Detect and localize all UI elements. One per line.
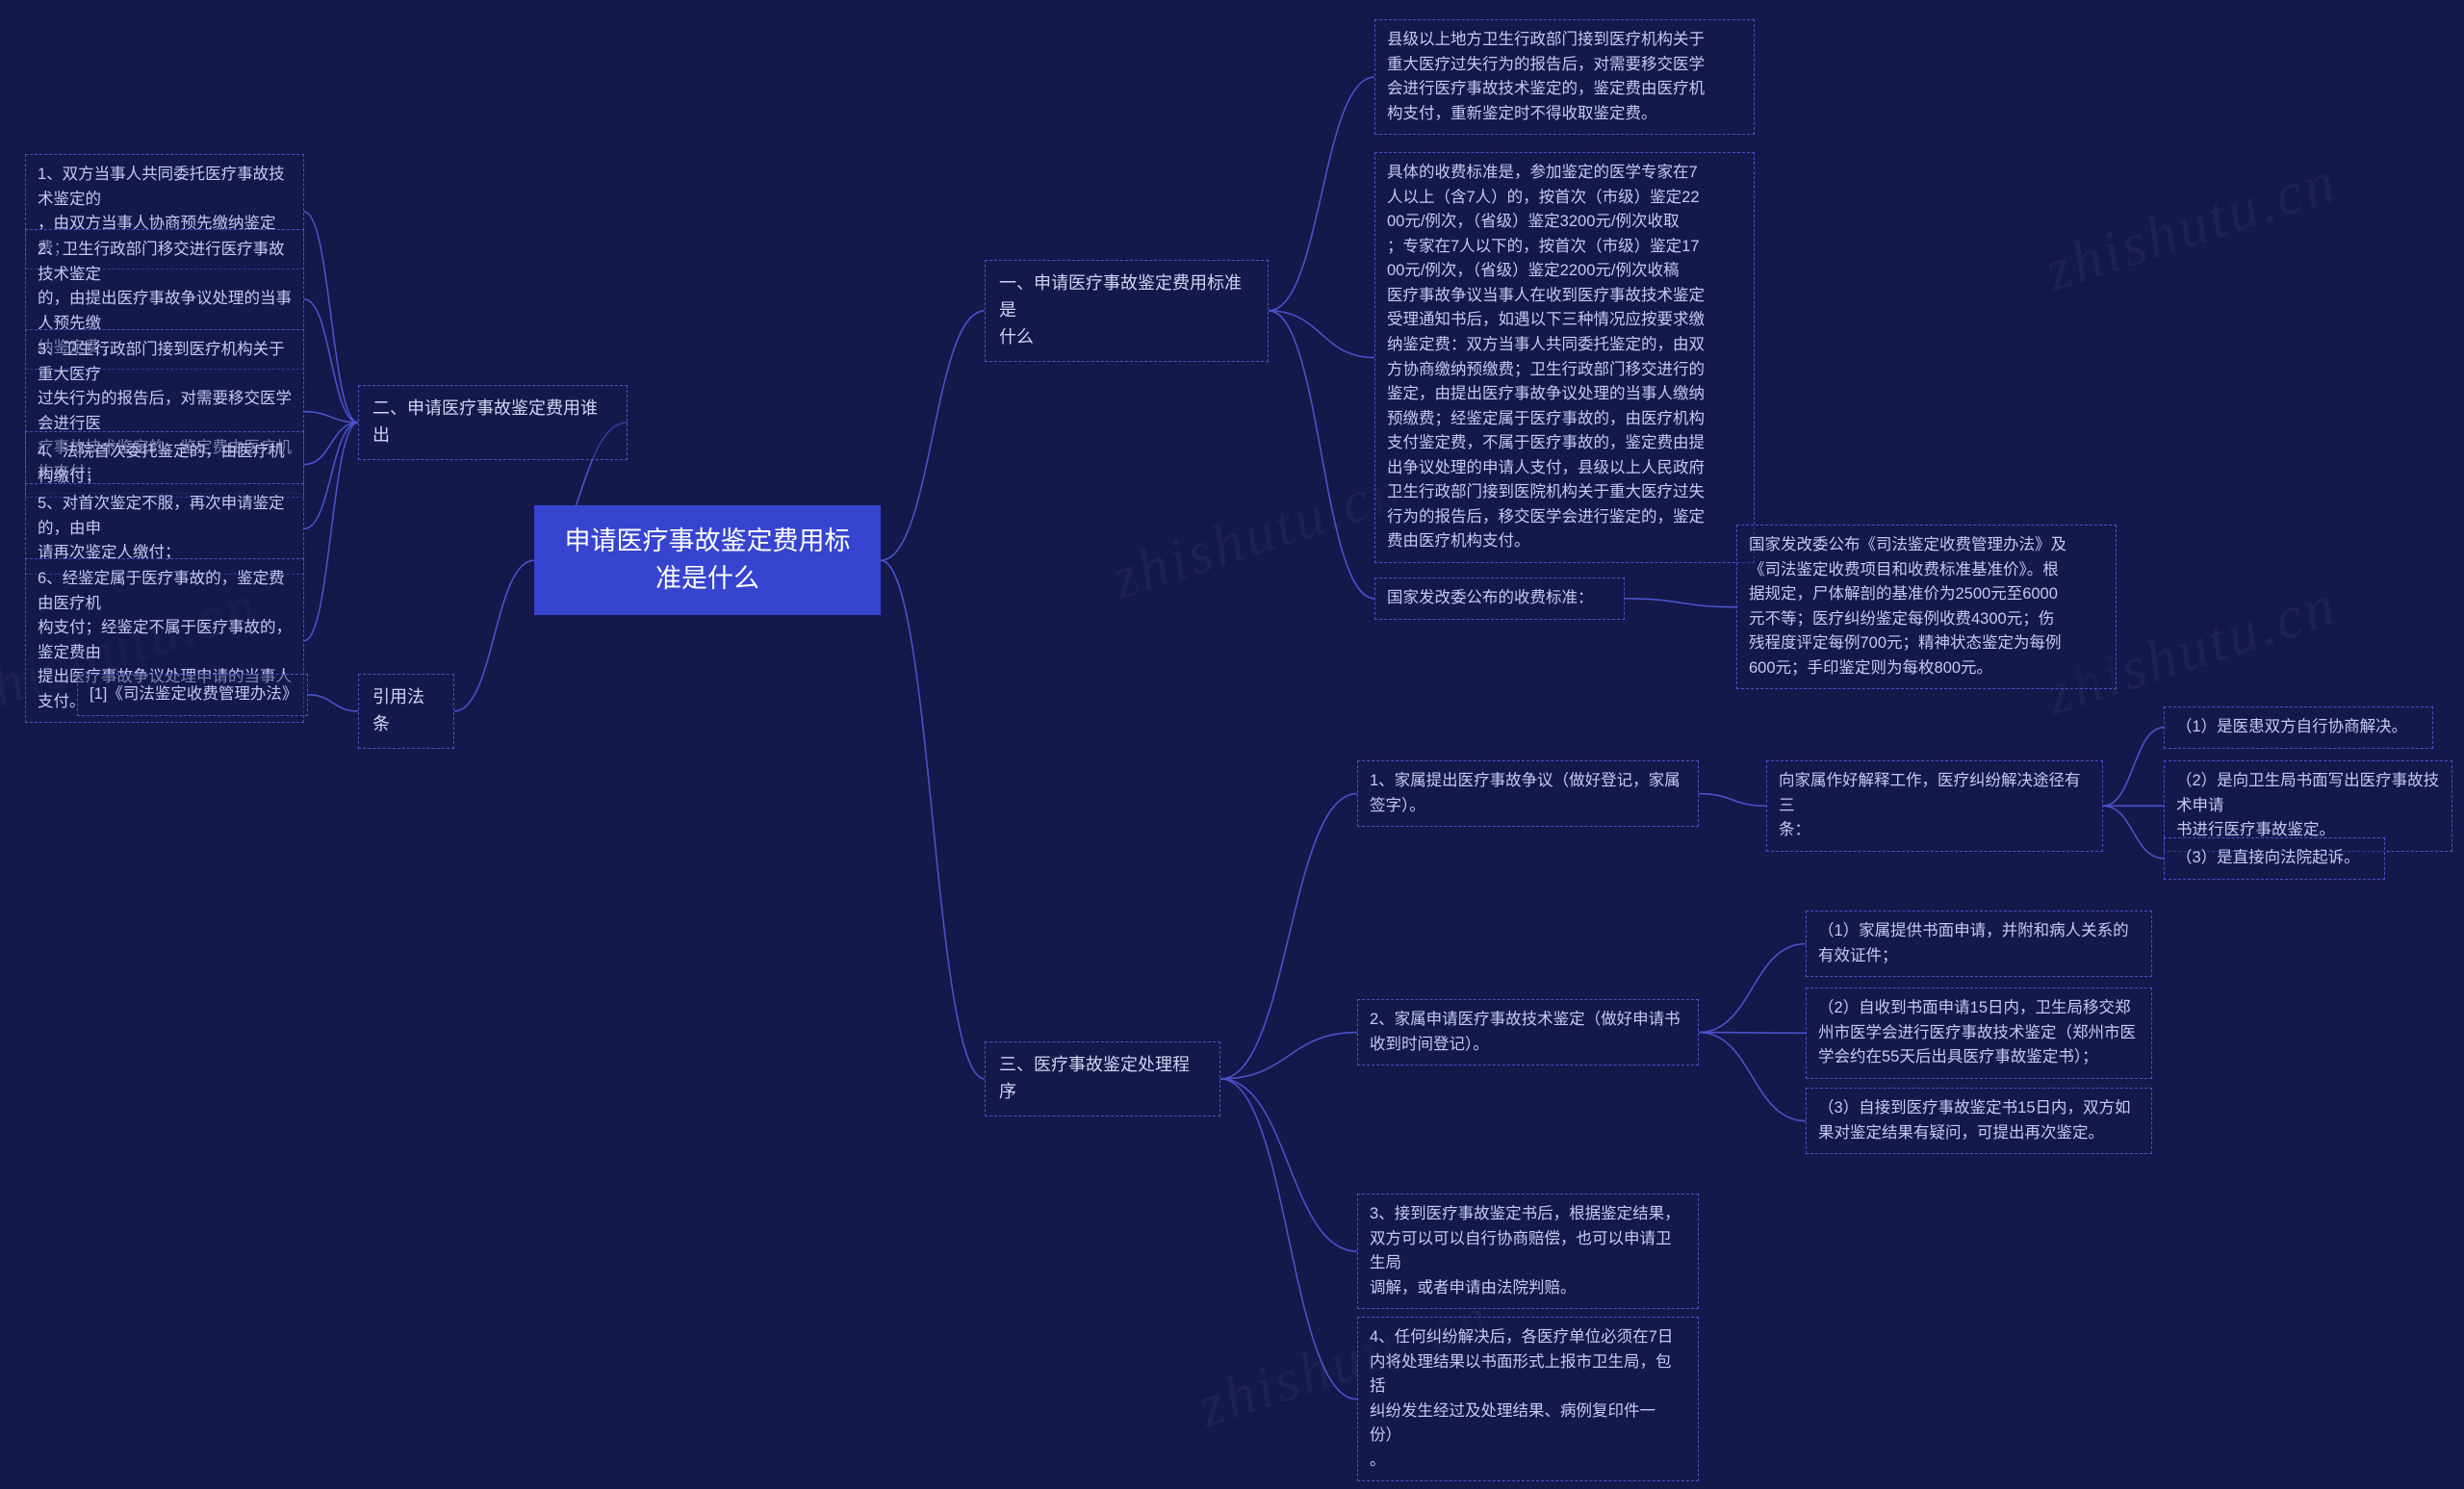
node-text: 二、申请医疗事故鉴定费用谁出	[372, 398, 598, 445]
node-text: （2）自收到书面申请15日内，卫生局移交郑 州市医学会进行医疗事故技术鉴定（郑州…	[1818, 999, 2136, 1065]
node-text: 2、家属申请医疗事故技术鉴定（做好申请书 收到时间登记）。	[1370, 1011, 1681, 1053]
node-b1_3_1: 国家发改委公布《司法鉴定收费管理办法》及 《司法鉴定收费项目和收费标准基准价》。…	[1736, 525, 2117, 689]
node-b3_1a_1: （1）是医患双方自行协商解决。	[2164, 706, 2433, 749]
connector	[1699, 944, 1806, 1033]
connector	[2103, 806, 2164, 858]
node-text: 向家属作好解释工作，医疗纠纷解决途径有三 条：	[1779, 772, 2081, 838]
connector	[1269, 311, 1374, 599]
root-node: 申请医疗事故鉴定费用标 准是什么	[534, 505, 881, 615]
node-text: 4、法院首次委托鉴定的，由医疗机构缴付；	[38, 443, 285, 485]
node-b3_2_2: （2）自收到书面申请15日内，卫生局移交郑 州市医学会进行医疗事故技术鉴定（郑州…	[1806, 988, 2152, 1079]
connector	[304, 299, 358, 423]
node-text: [1]《司法鉴定收费管理办法》	[90, 685, 297, 703]
connector	[2103, 728, 2164, 807]
connector	[1220, 1079, 1357, 1399]
node-text: （1）是医患双方自行协商解决。	[2176, 718, 2407, 735]
connector	[881, 311, 985, 560]
connector	[1269, 77, 1374, 311]
node-text: （2）是向卫生局书面写出医疗事故技术申请 书进行医疗事故鉴定。	[2176, 772, 2439, 838]
connector	[1699, 1033, 1806, 1121]
node-b3: 三、医疗事故鉴定处理程序	[985, 1041, 1220, 1117]
node-b3_2: 2、家属申请医疗事故技术鉴定（做好申请书 收到时间登记）。	[1357, 999, 1699, 1065]
node-b3_2_3: （3）自接到医疗事故鉴定书15日内，双方如 果对鉴定结果有疑问，可提出再次鉴定。	[1806, 1088, 2152, 1154]
node-b3_1a_3: （3）是直接向法院起诉。	[2164, 837, 2385, 880]
node-b1_1: 县级以上地方卫生行政部门接到医疗机构关于 重大医疗过失行为的报告后，对需要移交医…	[1374, 19, 1755, 135]
node-b3_4: 4、任何纠纷解决后，各医疗单位必须在7日 内将处理结果以书面形式上报市卫生局，包…	[1357, 1317, 1699, 1481]
node-b3_2_1: （1）家属提供书面申请，并附和病人关系的 有效证件；	[1806, 911, 2152, 977]
connector	[454, 560, 534, 711]
node-text: 一、申请医疗事故鉴定费用标准是 什么	[999, 273, 1242, 347]
connector	[304, 423, 358, 528]
node-text: 三、医疗事故鉴定处理程序	[999, 1055, 1190, 1101]
connector	[1220, 1079, 1357, 1251]
node-text: 具体的收费标准是，参加鉴定的医学专家在7 人以上（含7人）的，按首次（市级）鉴定…	[1387, 164, 1705, 550]
connector	[1699, 794, 1766, 807]
connector	[881, 560, 985, 1079]
node-text: 1、家属提出医疗事故争议（做好登记，家属 签字）。	[1370, 772, 1681, 814]
node-b3_1a: 向家属作好解释工作，医疗纠纷解决途径有三 条：	[1766, 760, 2103, 852]
connector	[304, 423, 358, 641]
node-text: 3、接到医疗事故鉴定书后，根据鉴定结果， 双方可以可以自行协商赔偿，也可以申请卫…	[1370, 1205, 1681, 1296]
node-b4: 引用法条	[358, 674, 454, 749]
connector	[304, 423, 358, 465]
node-text: 引用法条	[372, 687, 424, 733]
node-text: （1）家属提供书面申请，并附和病人关系的 有效证件；	[1818, 922, 2129, 964]
node-text: 县级以上地方卫生行政部门接到医疗机构关于 重大医疗过失行为的报告后，对需要移交医…	[1387, 31, 1705, 122]
watermark: zhishutu.cn	[1104, 455, 1412, 613]
node-b1_3: 国家发改委公布的收费标准：	[1374, 578, 1625, 620]
connector	[304, 212, 358, 423]
node-text: 5、对首次鉴定不服，再次申请鉴定的，由申 请再次鉴定人缴付；	[38, 495, 285, 561]
watermark: zhishutu.cn	[2038, 147, 2346, 305]
node-b1_2: 具体的收费标准是，参加鉴定的医学专家在7 人以上（含7人）的，按首次（市级）鉴定…	[1374, 152, 1755, 563]
node-text: （3）自接到医疗事故鉴定书15日内，双方如 果对鉴定结果有疑问，可提出再次鉴定。	[1818, 1099, 2131, 1142]
mindmap-canvas: zhishutu.cnzhishutu.cnzhishutu.cnzhishut…	[0, 0, 2464, 1489]
connector	[1269, 311, 1374, 358]
connector	[1699, 1033, 1806, 1034]
node-b2: 二、申请医疗事故鉴定费用谁出	[358, 385, 628, 460]
node-b1: 一、申请医疗事故鉴定费用标准是 什么	[985, 260, 1269, 362]
node-text: 国家发改委公布的收费标准：	[1387, 589, 1594, 606]
node-text: （3）是直接向法院起诉。	[2176, 849, 2360, 866]
node-b3_3: 3、接到医疗事故鉴定书后，根据鉴定结果， 双方可以可以自行协商赔偿，也可以申请卫…	[1357, 1194, 1699, 1309]
connector	[1625, 599, 1736, 607]
connector	[304, 412, 358, 423]
node-b4_1: [1]《司法鉴定收费管理办法》	[77, 674, 308, 716]
connector	[308, 695, 358, 711]
node-text: 国家发改委公布《司法鉴定收费管理办法》及 《司法鉴定收费项目和收费标准基准价》。…	[1749, 536, 2066, 677]
node-b3_1: 1、家属提出医疗事故争议（做好登记，家属 签字）。	[1357, 760, 1699, 827]
connector	[1220, 1033, 1357, 1079]
connector	[1220, 794, 1357, 1079]
node-text: 4、任何纠纷解决后，各医疗单位必须在7日 内将处理结果以书面形式上报市卫生局，包…	[1370, 1328, 1673, 1469]
node-text: 申请医疗事故鉴定费用标 准是什么	[565, 526, 851, 593]
